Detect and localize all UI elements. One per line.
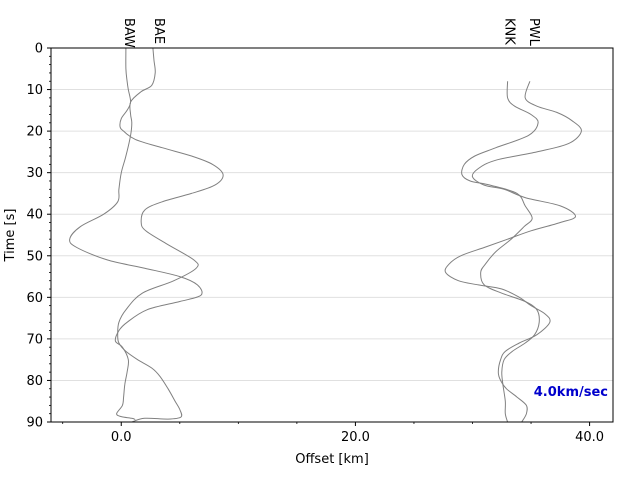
plot-area-frame <box>50 47 614 423</box>
station-label-baw: BAW <box>121 18 136 48</box>
station-label-pwl: PWL <box>526 18 541 47</box>
station-label-knk: KNK <box>501 18 516 45</box>
y-tick-label: 10 <box>26 83 43 98</box>
velocity-annotation: 4.0km/sec <box>534 385 608 400</box>
x-tick-label: 40.0 <box>575 430 604 445</box>
x-axis: 0.0 20.0 40.0 <box>62 422 604 445</box>
y-tick-label: 0 <box>35 42 43 57</box>
x-tick-label: 20.0 <box>341 430 370 445</box>
y-tick-label: 70 <box>26 332 43 347</box>
trace-knk <box>461 81 540 423</box>
y-tick-label: 60 <box>26 291 43 306</box>
y-tick-label: 50 <box>26 249 43 264</box>
y-axis: 0 10 20 30 40 50 60 70 80 90 <box>26 42 51 431</box>
x-tick-label: 0.0 <box>111 430 132 445</box>
grid-lines <box>51 89 613 381</box>
y-axis-label: Time [s] <box>3 209 18 263</box>
y-tick-label: 40 <box>26 208 43 223</box>
y-tick-label: 20 <box>26 125 43 140</box>
station-labels: BAW BAE KNK PWL <box>121 18 541 48</box>
y-tick-label: 30 <box>26 166 43 181</box>
y-tick-label: 80 <box>26 374 43 389</box>
x-axis-label: Offset [km] <box>295 452 369 467</box>
trace-bae <box>69 47 203 420</box>
station-label-bae: BAE <box>151 18 166 44</box>
trace-baw <box>117 47 224 423</box>
y-tick-label: 90 <box>26 416 43 431</box>
trace-pwl <box>444 81 582 423</box>
trace-lines <box>69 47 582 423</box>
